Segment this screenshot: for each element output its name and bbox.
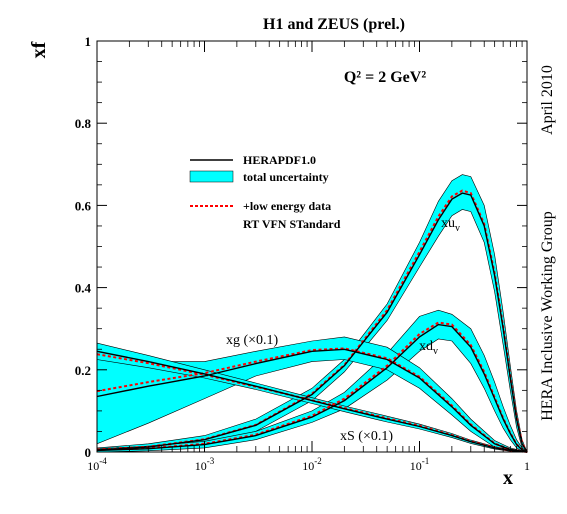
y-tick-label: 0.6 — [75, 198, 92, 213]
legend-label-alt-2: RT VFN STandard — [243, 217, 341, 231]
legend-label-central: HERAPDF1.0 — [243, 153, 316, 167]
chart-title: H1 and ZEUS (prel.) — [263, 16, 405, 33]
side-text-group: HERA Inclusive Working Group — [539, 211, 556, 421]
x-axis-label: x — [503, 467, 513, 489]
legend-band-swatch — [189, 170, 234, 183]
q2-annotation: Q² = 2 GeV² — [344, 69, 426, 86]
curve-label: xS (×0.1) — [340, 429, 393, 444]
x-tick-label: 10-3 — [195, 456, 215, 473]
legend: HERAPDF1.0 total uncertainty +low energy… — [189, 153, 341, 231]
curve-label: xg (×0.1) — [226, 333, 279, 348]
y-tick-label: 1 — [85, 34, 92, 49]
x-tick-label: 10-1 — [410, 456, 430, 473]
y-tick-label: 0.2 — [75, 363, 91, 378]
y-axis-label: xf — [28, 41, 50, 58]
legend-label-alt: +low energy data — [243, 199, 331, 213]
central-line-xu-v — [96, 192, 528, 453]
y-tick-label: 0.8 — [75, 116, 92, 131]
x-tick-label: 1 — [524, 459, 530, 473]
central-line-xd-v — [96, 323, 528, 453]
central-line-xg-0-1 — [96, 348, 528, 453]
y-tick-label: 0.4 — [75, 281, 92, 296]
x-axis-ticks: 10-4 10-3 10-2 10-1 1 — [87, 41, 530, 473]
legend-label-band: total uncertainty — [243, 170, 329, 184]
curve-labels: xuv xdv xg (×0.1) xS (×0.1) — [226, 216, 460, 444]
y-axis-ticks: 0 0.2 0.4 0.6 0.8 1 — [75, 34, 527, 460]
x-tick-label: 10-2 — [302, 456, 322, 473]
curve-label: xuv — [441, 216, 460, 234]
x-tick-label: 10-4 — [87, 456, 107, 473]
side-text-date: April 2010 — [539, 65, 556, 135]
curve-label: xdv — [419, 339, 438, 357]
y-tick-label: 0 — [85, 445, 92, 460]
